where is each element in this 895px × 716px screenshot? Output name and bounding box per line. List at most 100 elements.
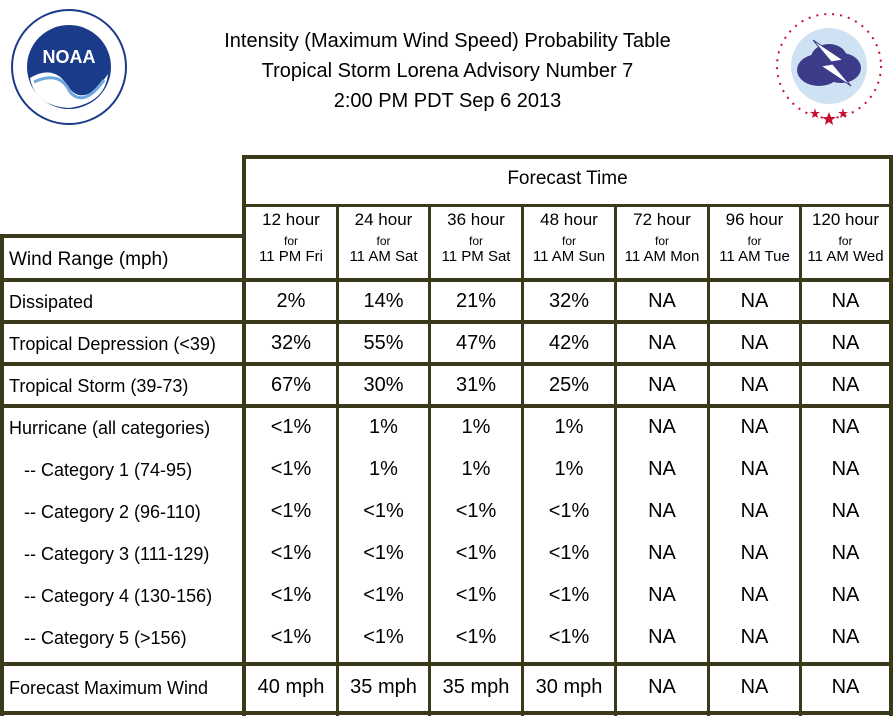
table-cell: 21% xyxy=(455,290,497,312)
table-cell: <1% xyxy=(270,500,312,522)
table-cell: 1% xyxy=(369,416,398,438)
row-label: Forecast Maximum Wind xyxy=(9,678,209,698)
table-cell: 1% xyxy=(554,458,584,480)
table-cell: 35 mph xyxy=(442,676,510,698)
table-cell: 25% xyxy=(548,374,590,396)
table-cell: NA xyxy=(648,500,676,522)
col-hour-120: 120 hour xyxy=(811,210,880,229)
grid-line xyxy=(0,662,893,666)
table-cell: 30 mph xyxy=(535,676,603,698)
grid-line xyxy=(0,320,893,324)
table-cell: 14% xyxy=(363,290,404,312)
table-cell: 30% xyxy=(363,374,404,396)
grid-line xyxy=(799,204,802,716)
grid-line xyxy=(0,278,893,282)
noaa-logo: NOAA xyxy=(10,8,128,126)
table-cell: NA xyxy=(648,542,676,564)
table-cell: <1% xyxy=(270,626,312,648)
col-when-12: 11 PM Fri xyxy=(259,248,323,265)
col-when-120: 11 AM Wed xyxy=(807,248,884,265)
table-cell: 47% xyxy=(455,332,497,354)
table-cell: NA xyxy=(831,416,860,438)
table-cell: NA xyxy=(831,676,860,698)
col-hour-36: 36 hour xyxy=(447,210,505,229)
grid-line xyxy=(0,404,893,408)
col-hour-96: 96 hour xyxy=(725,210,784,229)
table-cell: <1% xyxy=(548,542,590,564)
row-label: Dissipated xyxy=(9,292,94,312)
row-label: Tropical Depression (<39) xyxy=(9,334,216,354)
col-hour-72: 72 hour xyxy=(633,210,691,229)
table-cell: NA xyxy=(740,290,769,312)
title-line-1: Intensity (Maximum Wind Speed) Probabili… xyxy=(224,30,671,52)
table-cell: NA xyxy=(740,500,769,522)
table-cell: <1% xyxy=(455,626,497,648)
grid-line xyxy=(0,234,4,716)
table-cell: NA xyxy=(648,416,676,438)
col-hour-12: 12 hour xyxy=(262,210,320,229)
table-cell: 42% xyxy=(548,332,590,354)
table-cell: 55% xyxy=(363,332,404,354)
table-cell: NA xyxy=(648,584,676,606)
table-cell: NA xyxy=(740,676,769,698)
col-when-48: 11 AM Sun xyxy=(532,248,606,265)
nws-logo xyxy=(773,8,885,126)
table-cell: <1% xyxy=(363,542,404,564)
grid-line xyxy=(0,362,893,366)
table-cell: 1% xyxy=(369,458,398,480)
table-cell: NA xyxy=(740,626,769,648)
table-cell: NA xyxy=(648,290,676,312)
table-cell: 31% xyxy=(455,374,497,396)
grid-line xyxy=(521,204,524,716)
table-cell: 1% xyxy=(554,416,584,438)
table-cell: NA xyxy=(648,626,676,648)
grid-line xyxy=(614,204,617,716)
table-cell: NA xyxy=(740,374,769,396)
table-cell: 1% xyxy=(461,416,491,438)
noaa-logo-text: NOAA xyxy=(43,47,96,67)
grid-line xyxy=(428,204,431,716)
table-cell: <1% xyxy=(270,542,312,564)
table-cell: NA xyxy=(831,458,860,480)
table-cell: 32% xyxy=(270,332,312,354)
table-cell: NA xyxy=(831,626,860,648)
table-cell: <1% xyxy=(455,500,497,522)
col-for-24: for xyxy=(376,234,391,248)
title-line-2: Tropical Storm Lorena Advisory Number 7 xyxy=(261,60,634,82)
table-cell: 67% xyxy=(270,374,312,396)
row-label: -- Category 1 (74-95) xyxy=(9,460,193,480)
col-for-72: for xyxy=(654,234,669,248)
grid-line xyxy=(0,711,893,715)
wind-range-label: Wind Range (mph) xyxy=(9,249,169,270)
grid-line xyxy=(242,155,893,159)
table-cell: 40 mph xyxy=(257,676,325,698)
row-label: -- Category 4 (130-156) xyxy=(9,586,213,606)
table-cell: NA xyxy=(740,542,769,564)
table-cell: <1% xyxy=(548,584,590,606)
table-cell: NA xyxy=(831,374,860,396)
table-cell: NA xyxy=(648,458,676,480)
col-hour-48: 48 hour xyxy=(540,210,598,229)
col-hour-24: 24 hour xyxy=(354,210,413,229)
col-when-36: 11 PM Sat xyxy=(441,248,511,265)
table-cell: NA xyxy=(831,500,860,522)
table-cell: <1% xyxy=(455,584,497,606)
grid-line xyxy=(707,204,710,716)
table-cell: 2% xyxy=(276,290,306,312)
table-cell: <1% xyxy=(363,626,404,648)
grid-line xyxy=(336,204,339,716)
title-line-3: 2:00 PM PDT Sep 6 2013 xyxy=(333,90,562,112)
grid-line xyxy=(889,155,893,716)
table-cell: <1% xyxy=(548,626,590,648)
table-cell: NA xyxy=(648,332,676,354)
table-cell: <1% xyxy=(363,584,404,606)
table-cell: 1% xyxy=(461,458,491,480)
table-cell: NA xyxy=(831,290,860,312)
page-title: Intensity (Maximum Wind Speed) Probabili… xyxy=(180,26,715,116)
table-cell: NA xyxy=(831,542,860,564)
table-cell: <1% xyxy=(270,458,312,480)
table-cell: <1% xyxy=(548,500,590,522)
col-for-12: for xyxy=(283,234,298,248)
table-cell: <1% xyxy=(455,542,497,564)
col-for-48: for xyxy=(561,234,576,248)
